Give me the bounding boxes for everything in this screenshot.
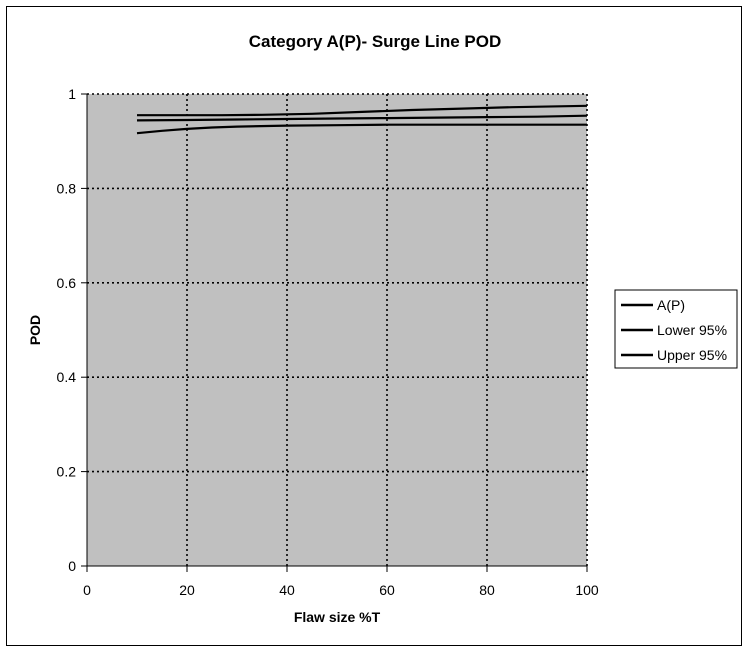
- series-line-3: [137, 104, 588, 117]
- x-tick-label: 40: [279, 582, 295, 598]
- x-axis-label: Flaw size %T: [294, 609, 381, 625]
- y-axis-label: POD: [27, 315, 43, 345]
- grid-lines: [87, 93, 588, 566]
- series-lines: [136, 104, 588, 135]
- tick-labels: 0 0.2 0.4 0.6 0.8 1 0 20 40 60 80 100: [57, 86, 599, 598]
- y-tick-label: 0.2: [57, 464, 77, 480]
- x-tick-label: 60: [379, 582, 395, 598]
- legend-item-label: A(P): [657, 297, 685, 313]
- chart-title: Category A(P)- Surge Line POD: [249, 32, 502, 51]
- series-line-2: [136, 123, 587, 135]
- x-tick-label: 0: [83, 582, 91, 598]
- legend-item-label: Lower 95%: [657, 322, 727, 338]
- axes: [81, 93, 588, 572]
- plot-area: [87, 94, 587, 566]
- legend-item-label: Upper 95%: [657, 347, 727, 363]
- y-tick-label: 0.8: [57, 180, 77, 196]
- y-tick-label: 0.6: [57, 275, 77, 291]
- x-tick-label: 80: [479, 582, 495, 598]
- x-tick-label: 100: [575, 582, 599, 598]
- legend: A(P) Lower 95% Upper 95%: [614, 289, 738, 369]
- series-line-1: [136, 114, 588, 122]
- y-tick-label: 0.4: [57, 369, 77, 385]
- y-tick-label: 1: [68, 86, 76, 102]
- x-tick-label: 20: [179, 582, 195, 598]
- y-tick-label: 0: [68, 558, 76, 574]
